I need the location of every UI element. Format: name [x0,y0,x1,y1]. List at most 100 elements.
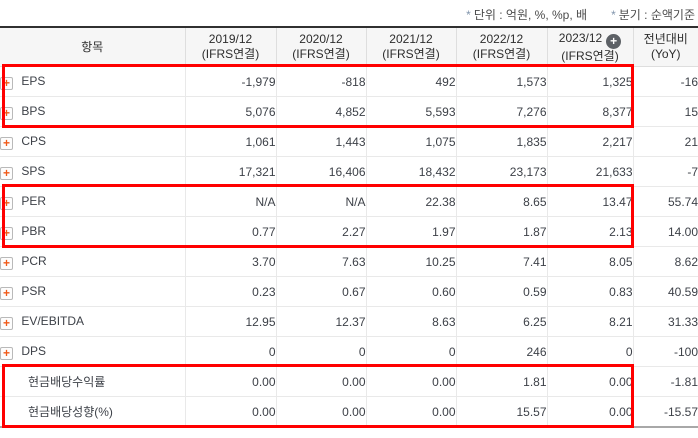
value-cell: 492 [365,66,457,97]
value-cell: -818 [275,66,367,97]
row-label: PSR [21,283,47,298]
value-cell: 0.59 [455,276,548,307]
year-header-basis: (IFRS연결) [382,47,440,61]
yoy-value-cell: 31.33 [632,306,698,337]
year-header-period: 2019/12 [208,32,253,46]
year-header-basis: (IFRS연결) [472,47,531,61]
row-label: 현금배당성향(%) [28,405,113,419]
row-label-cell: 현금배당성향(%) [0,396,186,428]
value-cell: 0.00 [184,366,277,397]
value-cell: 12.95 [184,306,277,337]
unit-legend: * 단위 : 억원, %, %p, 배 [466,6,587,23]
value-cell: 0.00 [546,396,634,428]
year-header-period: 2022/12 [479,32,524,46]
value-cell: 1.81 [455,366,548,397]
value-cell: 21,633 [546,156,634,187]
yoy-header-line2: (YoY) [650,47,681,61]
row-label-cell: + EPS [0,66,186,97]
unit-legend-text: 단위 : 억원, %, %p, 배 [473,8,588,22]
value-cell: 7.63 [275,246,367,277]
year-column-header-2022-12: 2022/12 (IFRS연결) [455,27,548,67]
yoy-value-cell: 55.74 [632,186,698,217]
row-label: BPS [21,103,46,118]
expand-row-icon[interactable]: + [0,256,13,270]
expand-row-icon[interactable]: + [0,286,13,300]
row-label-cell: + SPS [0,156,186,187]
asterisk: * [611,8,616,22]
value-cell: 0.00 [184,396,277,428]
value-cell: 246 [455,336,548,367]
row-label: EV/EBITDA [21,313,85,328]
expand-row-icon[interactable]: + [0,76,13,90]
value-cell: 0.00 [546,366,634,397]
value-cell: 15.57 [455,396,548,428]
row-label: DPS [21,343,47,358]
row-label-cell: + BPS [0,96,186,127]
value-cell: 0.00 [275,366,367,397]
value-cell: 8.63 [365,306,457,337]
value-cell: 18,432 [365,156,457,187]
add-column-icon[interactable]: + [606,33,622,49]
yoy-value-cell: -7 [632,156,698,187]
value-cell: 0 [275,336,367,367]
table-row: + DPS 0 0 0 246 0 -100 [0,336,698,367]
row-label-cell: + DPS [0,336,186,367]
yoy-value-cell: 21 [632,126,698,157]
value-cell: 0.23 [184,276,277,307]
year-header-basis: (IFRS연결) [292,47,350,61]
expand-row-icon[interactable]: + [0,226,13,240]
yoy-value-cell: -16 [632,66,698,97]
asterisk: * [466,8,471,22]
row-label-cell: + EV/EBITDA [0,306,186,337]
table-row: + PBR 0.77 2.27 1.97 1.87 2.13 14.00 [0,216,698,247]
value-cell: 4,852 [275,96,367,127]
value-cell: 0 [546,336,634,367]
value-cell: N/A [184,186,277,217]
year-header-basis: (IFRS연결) [201,47,260,61]
value-cell: 0.00 [365,396,457,428]
value-cell: 1,075 [365,126,457,157]
yoy-value-cell: 15 [632,96,698,127]
expand-row-icon[interactable]: + [0,346,13,360]
expand-row-icon[interactable]: + [0,316,13,330]
value-cell: -1,979 [184,66,277,97]
expand-row-icon[interactable]: + [0,106,13,120]
row-label-cell: + PER [0,186,186,217]
value-cell: 0.77 [184,216,277,247]
financial-ratio-table: 항목 2019/12 (IFRS연결) 2020/12 (IFRS연결) 202… [0,26,698,428]
item-column-header: 항목 [0,27,186,67]
year-header-period: 2020/12 [299,32,343,46]
value-cell: 1.87 [455,216,548,247]
table-row: + BPS 5,076 4,852 5,593 7,276 8,377 15 [0,96,698,127]
value-cell: 16,406 [275,156,367,187]
value-cell: 5,076 [184,96,277,127]
value-cell: 0 [365,336,457,367]
value-cell: 1.97 [365,216,457,247]
yoy-value-cell: 14.00 [632,216,698,247]
expand-row-icon[interactable]: + [0,166,13,180]
value-cell: 2.13 [546,216,634,247]
yoy-value-cell: 40.59 [632,276,698,307]
year-column-header-2021-12: 2021/12 (IFRS연결) [365,27,457,67]
yoy-header-line1: 전년대비 [643,32,688,46]
row-label: PCR [21,253,47,268]
value-cell: 0.60 [365,276,457,307]
year-header-period: 2023/12 [558,30,603,45]
row-label-cell: 현금배당수익률 [0,366,186,397]
value-cell: 8.21 [546,306,634,337]
value-cell: 1,061 [184,126,277,157]
value-cell: 0.00 [365,366,457,397]
expand-row-icon[interactable]: + [0,136,13,150]
value-cell: 0.67 [275,276,367,307]
value-cell: 8,377 [546,96,634,127]
expand-row-icon[interactable]: + [0,196,13,210]
value-cell: 12.37 [275,306,367,337]
row-label: CPS [21,133,47,148]
value-cell: 3.70 [184,246,277,277]
value-cell: 0.00 [275,396,367,428]
value-cell: 1,573 [455,66,548,97]
yoy-value-cell: -1.81 [632,366,698,397]
row-label: EPS [21,73,46,88]
period-legend-text: 분기 : 순액기준 [618,8,695,22]
